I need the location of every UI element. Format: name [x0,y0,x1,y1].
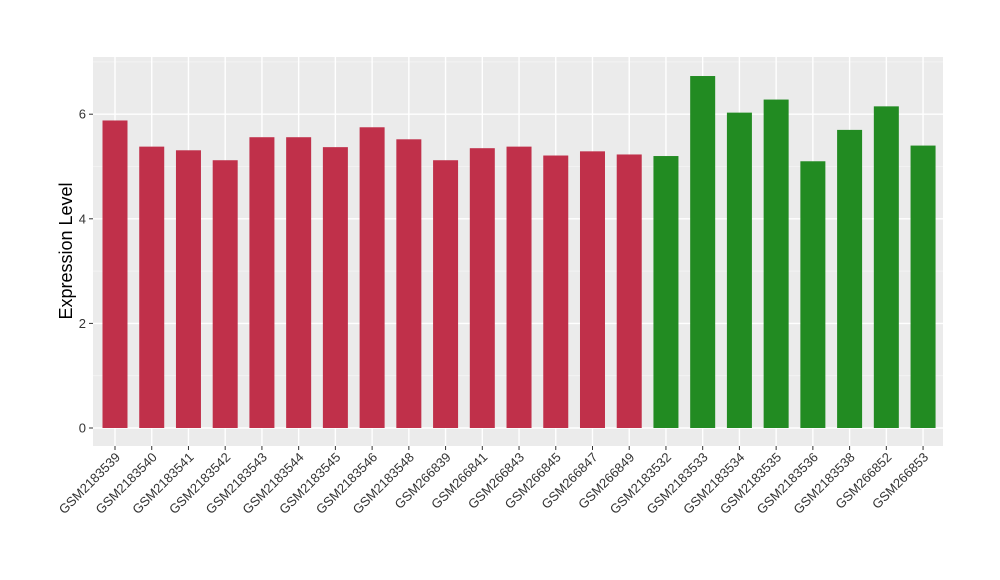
y-tick-label: 2 [79,316,86,331]
bar-GSM2183544 [286,137,312,428]
bar-GSM266853 [910,145,936,428]
bar-GSM266839 [433,160,459,428]
bar-GSM2183536 [800,161,826,428]
bar-GSM2183539 [102,120,128,428]
bar-GSM266847 [579,151,605,428]
bar-GSM266841 [469,148,495,428]
y-tick-label: 0 [79,421,86,436]
y-tick-label: 6 [79,107,86,122]
bars [102,76,936,429]
bar-GSM2183542 [212,160,238,428]
bar-GSM2183543 [249,137,275,428]
y-axis-title: Expression Level [56,182,76,319]
bar-GSM2183545 [322,147,348,429]
bar-GSM266852 [873,106,899,428]
bar-GSM2183541 [175,150,201,429]
bar-GSM266849 [616,154,642,428]
y-axis: 0 2 4 6 [79,107,93,436]
bar-GSM2183534 [726,112,752,429]
bar-GSM266845 [543,155,569,428]
bar-GSM2183538 [837,129,863,428]
bar-GSM2183535 [763,99,789,428]
bar-GSM2183546 [359,127,385,429]
bar-GSM2183540 [139,146,165,428]
bar-GSM2183532 [653,156,679,429]
bar-GSM266843 [506,146,532,428]
bar-GSM2183548 [396,139,422,428]
y-tick-label: 4 [79,211,86,226]
x-axis: GSM2183539GSM2183540GSM2183541GSM2183542… [56,446,931,517]
bar-GSM2183533 [690,76,716,429]
